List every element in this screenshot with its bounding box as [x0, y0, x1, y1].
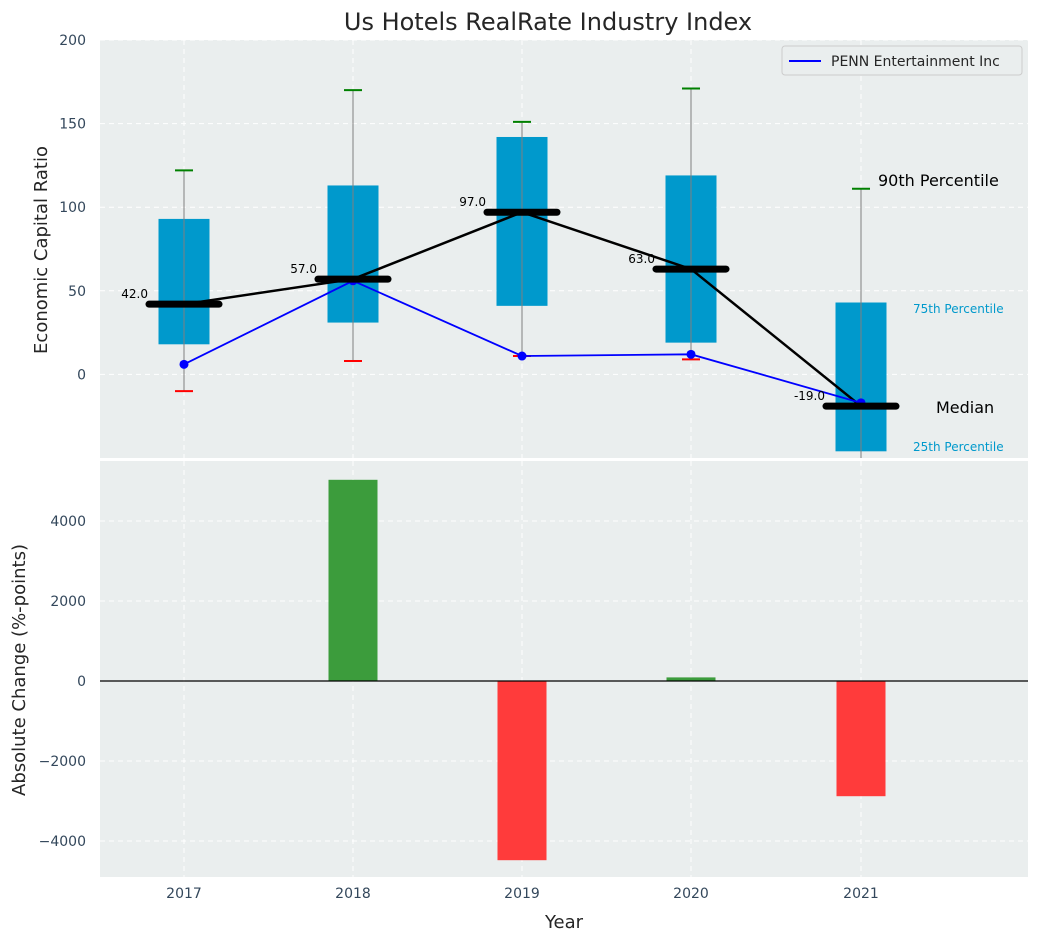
annotation-25th-percentile: 25th Percentile	[913, 440, 1004, 454]
median-value-label: -19.0	[794, 389, 825, 403]
top-panel-background	[100, 40, 1028, 458]
bottom-y-tick-label: −4000	[39, 834, 86, 850]
change-bar	[328, 479, 378, 681]
x-tick-label: 2021	[843, 886, 879, 902]
x-tick-label: 2020	[673, 886, 709, 902]
x-tick-label: 2019	[504, 886, 540, 902]
top-y-axis-label: Economic Capital Ratio	[31, 146, 52, 354]
company-series-point	[179, 359, 189, 369]
change-bar	[666, 677, 716, 681]
bottom-y-tick-label: 2000	[50, 594, 86, 610]
company-series-point	[517, 351, 527, 361]
annotation-75th-percentile: 75th Percentile	[913, 302, 1004, 316]
change-bar	[836, 681, 886, 797]
x-axis-label: Year	[544, 912, 584, 933]
company-series-point	[686, 349, 696, 359]
bottom-y-tick-label: −2000	[39, 754, 86, 770]
median-value-label: 42.0	[121, 287, 148, 301]
top-y-tick-label: 150	[59, 117, 86, 133]
bottom-y-axis-label: Absolute Change (%-points)	[9, 544, 30, 796]
bottom-y-tick-label: 0	[77, 674, 86, 690]
median-value-label: 63.0	[628, 252, 655, 266]
bottom-panel-background	[100, 461, 1028, 877]
legend: PENN Entertainment Inc	[781, 45, 1023, 76]
top-y-tick-label: 100	[59, 200, 86, 216]
legend-box	[781, 45, 1023, 76]
legend-label: PENN Entertainment Inc	[831, 54, 1000, 70]
annotation-90th-percentile: 90th Percentile	[878, 171, 999, 190]
median-value-label: 57.0	[290, 262, 317, 276]
median-value-label: 97.0	[459, 195, 486, 209]
top-y-tick-label: 0	[77, 367, 86, 383]
x-tick-label: 2018	[335, 886, 371, 902]
annotation-median: Median	[936, 398, 994, 417]
top-y-tick-label: 200	[59, 33, 86, 49]
chart-title: Us Hotels RealRate Industry Index	[344, 8, 752, 36]
x-tick-label: 2017	[166, 886, 202, 902]
top-y-tick-label: 50	[68, 284, 86, 300]
change-bar	[497, 681, 547, 861]
bottom-y-tick-label: 4000	[50, 514, 86, 530]
